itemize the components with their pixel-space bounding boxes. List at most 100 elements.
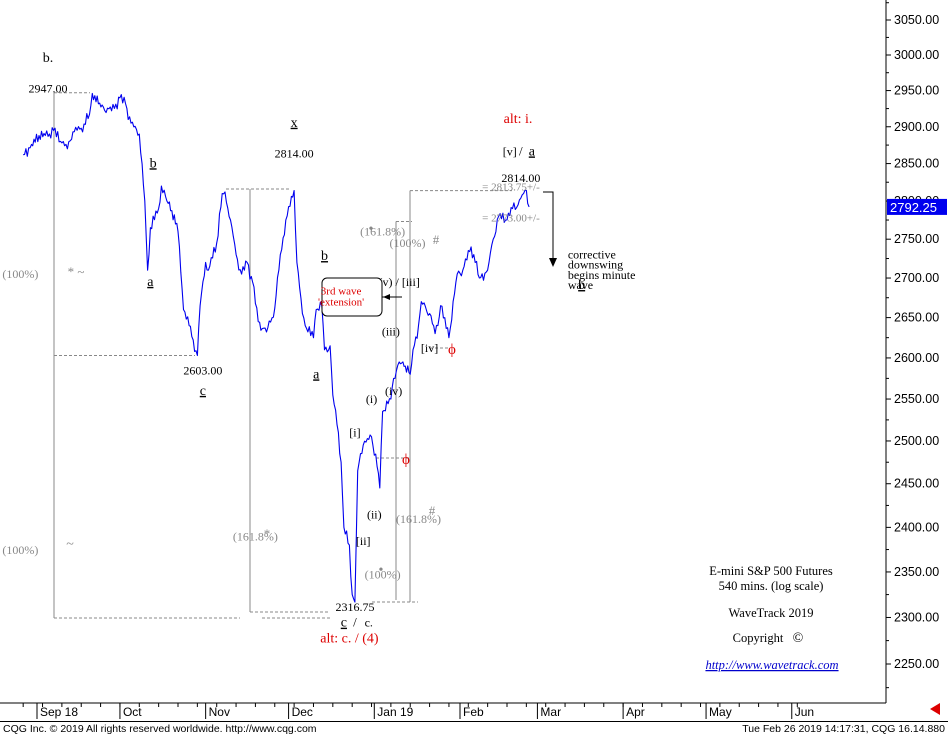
y-tick-label: 2950.00	[894, 84, 939, 98]
wave-label: [i]	[349, 426, 360, 440]
wave-label: (iii)	[382, 324, 400, 338]
wave-label: 2814.00	[275, 147, 314, 161]
x-tick-label: Feb	[463, 705, 484, 719]
wave-label: b	[578, 278, 585, 293]
wave-label: [v]	[503, 144, 517, 158]
x-tick-label: Jan 19	[377, 705, 413, 719]
wave-label: downswing	[568, 258, 623, 272]
wave-label: c.	[365, 616, 373, 630]
hash-symbol: #	[429, 503, 436, 518]
x-tick-label: Oct	[123, 705, 142, 719]
wave-label: (161.8%)	[360, 224, 405, 238]
footer-timestamp: Tue Feb 26 2019 14:17:31, CQG 16.14.880	[742, 723, 945, 735]
copyright-symbol: ©	[793, 631, 804, 646]
dot-symbol: •	[379, 563, 384, 578]
wave-label: [ii]	[356, 534, 371, 548]
wave-label: alt: i.	[504, 112, 533, 127]
wavetrack-link[interactable]: http://www.wavetrack.com	[705, 658, 838, 672]
wave-label: alt: c. / (4)	[320, 631, 379, 646]
x-tick-label: May	[709, 705, 732, 719]
star-symbol: *	[264, 526, 271, 541]
star-tilde-symbol: * ~	[68, 264, 85, 279]
last-price-badge	[887, 198, 947, 215]
phi-symbol: ϕ	[402, 452, 410, 468]
fib-guides	[53, 92, 512, 619]
price-line	[23, 92, 530, 603]
wave-label: x	[291, 116, 298, 131]
wave-label: [iv]	[421, 341, 438, 355]
wave-label: 2603.00	[183, 363, 222, 377]
overlay: 2792.25 3rd wave'extension' E-mini S&P 500…	[318, 191, 947, 715]
phi-symbol: ϕ	[448, 342, 456, 358]
hash-symbol: #	[433, 232, 440, 247]
x-tick-label: Dec	[292, 705, 313, 719]
y-tick-label: 2450.00	[894, 477, 939, 491]
y-tick-label: 2750.00	[894, 232, 939, 246]
wave-label: 'extension'	[318, 297, 364, 309]
x-tick-label: Nov	[209, 705, 230, 719]
wave-label: (100%)	[389, 236, 425, 250]
last-price-label: 2792.25	[890, 200, 937, 215]
wave-label: (iv)	[385, 384, 402, 398]
wave-label: c	[341, 616, 347, 631]
wave-label: (161.8%)	[233, 530, 278, 544]
wave-label: b	[321, 249, 328, 264]
y-tick-label: 2700.00	[894, 271, 939, 285]
wave-label: (161.8%)	[396, 512, 441, 526]
wave-label: 3rd wave	[321, 286, 362, 298]
wave-label: = 2813.75+/-	[482, 181, 540, 193]
wave-label: b.	[43, 51, 54, 66]
x-tick-label: Sep 18	[40, 705, 78, 719]
dot-symbol: •	[369, 222, 374, 237]
wave-label: a	[529, 144, 536, 159]
wave-label: (ii)	[367, 508, 382, 522]
y-tick-label: 2350.00	[894, 565, 939, 579]
y-tick-label: 2600.00	[894, 351, 939, 365]
y-tick-label: 2650.00	[894, 311, 939, 325]
wave-label: (i)	[366, 392, 377, 406]
x-tick-label: Jun	[795, 705, 814, 719]
axes: 3050.003000.002950.002900.002850.002800.…	[0, 0, 939, 719]
tilde-symbol: ~	[66, 537, 74, 552]
downswing-arrow-head	[549, 258, 557, 267]
brand-label: WaveTrack 2019	[729, 606, 814, 620]
wave-label: c	[200, 384, 206, 399]
wave-label: a	[313, 367, 320, 382]
wave-label: 2814.00	[501, 171, 540, 185]
price-chart[interactable]: 3050.003000.002950.002900.002850.002800.…	[0, 0, 948, 722]
y-tick-label: 2400.00	[894, 520, 939, 534]
footer-bar: CQG Inc. © 2019 All rights reserved worl…	[0, 721, 948, 738]
y-tick-label: 2300.00	[894, 610, 939, 624]
x-tick-label: Apr	[626, 705, 645, 719]
copyright-label: Copyright	[733, 631, 784, 645]
wave-label: (100%)	[2, 543, 38, 557]
wave-labels: b. 2947.00 b a 2603.00 c x 2814.00 b a (i) [i] (ii) […	[2, 51, 635, 646]
y-tick-label: 2550.00	[894, 392, 939, 406]
y-tick-label: 2850.00	[894, 157, 939, 171]
y-tick-label: 2900.00	[894, 120, 939, 134]
footer-copyright: CQG Inc. © 2019 All rights reserved worl…	[3, 723, 317, 735]
y-tick-label: 3050.00	[894, 13, 939, 27]
wave-label: 2947.00	[29, 82, 68, 96]
wave-label: (v) / [iii]	[379, 275, 420, 289]
wave-label: b	[150, 156, 157, 171]
callout-arrow-head	[383, 294, 390, 300]
chart-background	[0, 0, 948, 722]
price-series	[23, 92, 530, 603]
slash-label: /	[353, 615, 357, 630]
wave-label: corrective	[568, 248, 616, 262]
x-tick-label: Mar	[540, 705, 561, 719]
wave-label: (100%)	[2, 267, 38, 281]
y-tick-label: 2500.00	[894, 434, 939, 448]
wave-label: wave	[568, 278, 593, 292]
wave-label: begins minute	[568, 268, 636, 282]
scroll-left-icon	[930, 703, 940, 715]
y-tick-label: 2250.00	[894, 657, 939, 671]
wave-label: = 2773.00+/-	[482, 213, 540, 225]
wave-label: 2316.75	[335, 600, 374, 614]
chart-title: E-mini S&P 500 Futures	[709, 564, 833, 578]
slash-label: /	[519, 143, 523, 158]
downswing-arrow-line	[543, 191, 554, 258]
wave-label: a	[147, 275, 154, 290]
y-tick-label: 3000.00	[894, 48, 939, 62]
